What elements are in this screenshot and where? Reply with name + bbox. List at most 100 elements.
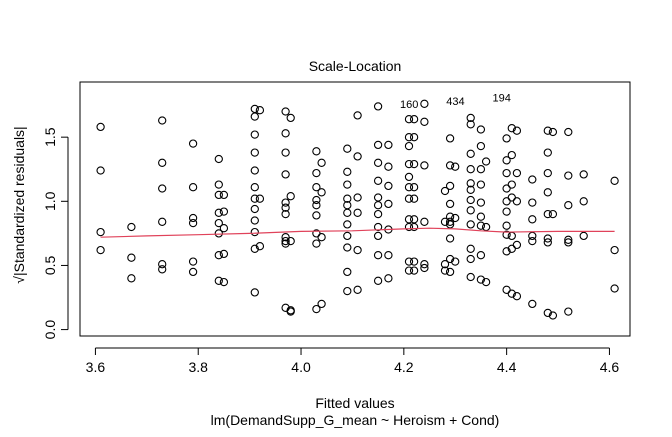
data-point (476, 180, 486, 189)
data-point (579, 197, 588, 206)
data-point (250, 148, 259, 157)
x-tick-label: 3.6 (86, 359, 106, 375)
data-point (440, 260, 450, 269)
data-point (373, 201, 383, 210)
data-point (543, 126, 552, 135)
data-point (564, 235, 573, 244)
data-point (409, 257, 419, 266)
data-point (409, 183, 419, 192)
data-point (512, 240, 522, 250)
data-point (507, 180, 516, 189)
data-point (507, 231, 516, 241)
data-point (548, 209, 558, 219)
data-point (610, 176, 619, 185)
data-point (466, 149, 475, 158)
data-point (158, 158, 167, 167)
data-point (404, 133, 414, 142)
data-point (214, 154, 223, 164)
data-point (127, 253, 136, 262)
data-point (373, 276, 383, 285)
data-point (214, 218, 223, 228)
data-point (250, 183, 259, 192)
data-point (445, 254, 455, 264)
data-point (502, 197, 511, 206)
smooth-line (100, 227, 615, 238)
x-axis-label: Fitted values (315, 395, 394, 411)
data-point (476, 212, 486, 221)
data-point (373, 231, 383, 241)
data-point (404, 257, 414, 266)
data-point (286, 236, 295, 246)
data-point (409, 215, 419, 224)
data-point (281, 239, 290, 248)
data-point (409, 115, 419, 124)
data-point (219, 207, 229, 216)
data-point (481, 157, 491, 166)
point-annotations: 160 434 194 (400, 92, 511, 110)
data-point (384, 162, 393, 171)
data-point (502, 230, 511, 239)
data-point (127, 274, 136, 283)
data-point (373, 176, 383, 185)
data-point (466, 244, 475, 253)
data-point (440, 266, 450, 275)
data-point (96, 245, 105, 255)
data-point (466, 120, 475, 129)
y-axis: 0.0 0.5 1.0 1.5 (42, 127, 69, 339)
data-point (158, 184, 167, 193)
data-point (543, 238, 552, 247)
data-point (502, 184, 511, 193)
data-point (343, 231, 352, 241)
data-point (353, 208, 362, 217)
data-point (404, 141, 414, 151)
data-point (250, 227, 259, 237)
data-point (528, 215, 537, 224)
data-point (476, 198, 486, 207)
data-point (343, 144, 352, 153)
data-point (214, 180, 223, 189)
data-point (343, 267, 352, 277)
data-point (317, 188, 326, 197)
data-point (343, 243, 352, 252)
data-point (384, 140, 393, 150)
data-point (214, 208, 223, 217)
data-point (373, 102, 383, 111)
data-point (409, 194, 419, 203)
data-point (317, 233, 326, 242)
data-point (317, 158, 326, 167)
data-point (564, 127, 573, 137)
data-point (466, 113, 475, 123)
data-point (286, 113, 295, 123)
data-point (476, 251, 486, 260)
data-point (476, 141, 486, 151)
data-point (188, 213, 198, 223)
data-point (543, 209, 552, 219)
data-point (528, 198, 537, 207)
data-point (512, 168, 522, 178)
data-point (481, 277, 491, 287)
data-point (451, 257, 460, 266)
data-point (404, 183, 414, 192)
data-point (409, 159, 419, 169)
data-point (317, 299, 326, 309)
data-point (579, 170, 588, 179)
data-point (502, 156, 511, 165)
data-point (440, 186, 450, 196)
x-tick-label: 4.6 (600, 359, 620, 375)
data-point (373, 222, 383, 232)
data-point (281, 233, 290, 242)
data-point (250, 288, 259, 297)
data-point (158, 260, 167, 269)
data-point (507, 244, 516, 253)
data-point (250, 216, 259, 225)
data-point (281, 170, 290, 179)
data-point (281, 198, 290, 207)
data-point (543, 188, 552, 197)
data-point (188, 139, 198, 148)
y-tick-label: 1.0 (42, 191, 58, 211)
data-point (250, 112, 259, 121)
data-points (96, 99, 619, 320)
data-point (420, 260, 429, 269)
data-point (255, 194, 265, 203)
data-point (384, 274, 393, 283)
